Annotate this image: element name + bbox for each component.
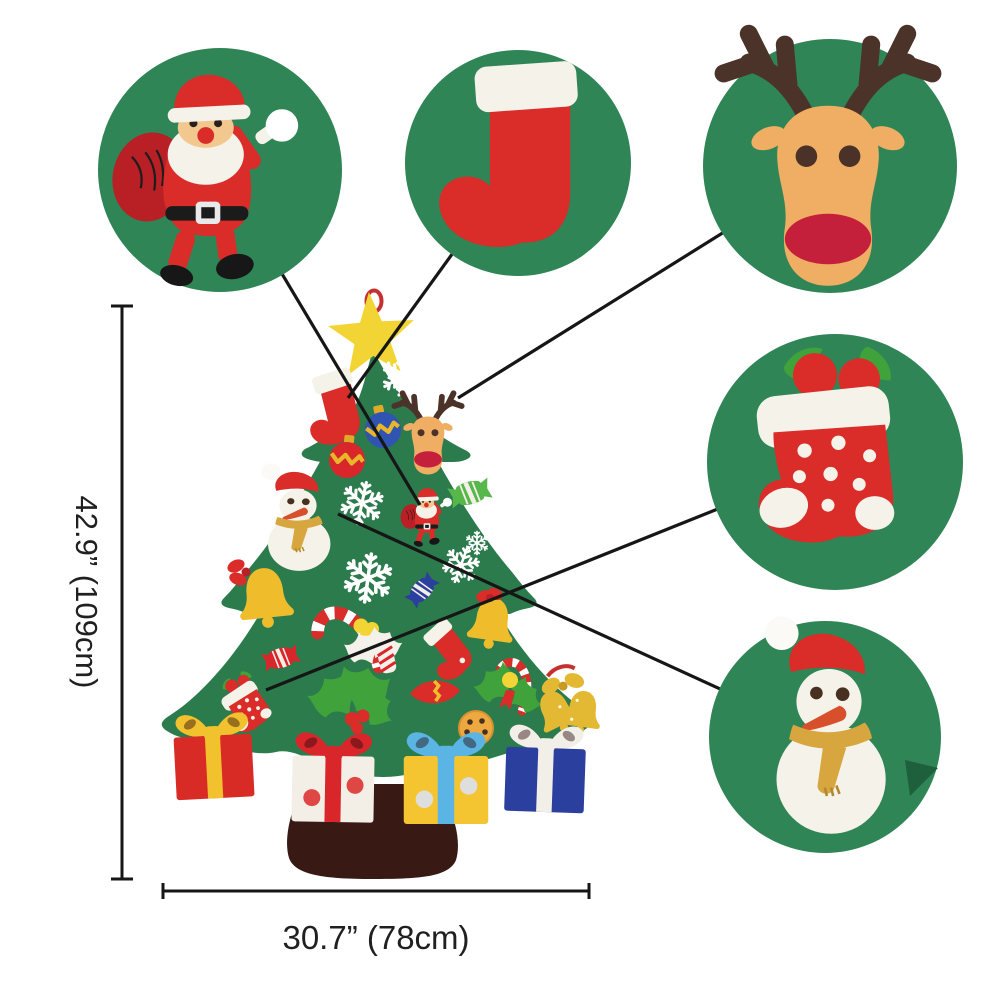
felt-christmas-tree bbox=[161, 288, 605, 825]
callout-circles bbox=[98, 34, 963, 853]
small-candy-cane-icon bbox=[470, 659, 545, 718]
snowman-callout bbox=[709, 615, 941, 853]
santa-callout bbox=[98, 48, 342, 292]
felt-flap bbox=[905, 760, 938, 796]
polka-stocking-callout bbox=[707, 334, 963, 590]
reindeer-callout bbox=[703, 34, 957, 293]
green-candy-icon bbox=[446, 475, 494, 511]
width-dimension: 30.7” (78cm) bbox=[161, 883, 591, 956]
red-gold-ornament-icon bbox=[410, 679, 460, 704]
tree-star-icon bbox=[328, 292, 414, 375]
stocking-callout bbox=[405, 50, 631, 276]
holly-berries-icon bbox=[304, 661, 396, 734]
white-holly-icon bbox=[342, 624, 404, 674]
yellow-gift-icon bbox=[403, 732, 489, 825]
bell-ornament-icon bbox=[227, 559, 296, 631]
height-dimension: 42.9” (109cm) bbox=[69, 304, 133, 881]
size-annotations: 42.9” (109cm) 30.7” (78cm) bbox=[69, 304, 591, 956]
tree-ornaments bbox=[210, 355, 605, 746]
gold-jingle-bells-icon bbox=[529, 664, 605, 741]
height-label: 42.9” (109cm) bbox=[69, 496, 104, 689]
width-label: 30.7” (78cm) bbox=[282, 919, 469, 956]
